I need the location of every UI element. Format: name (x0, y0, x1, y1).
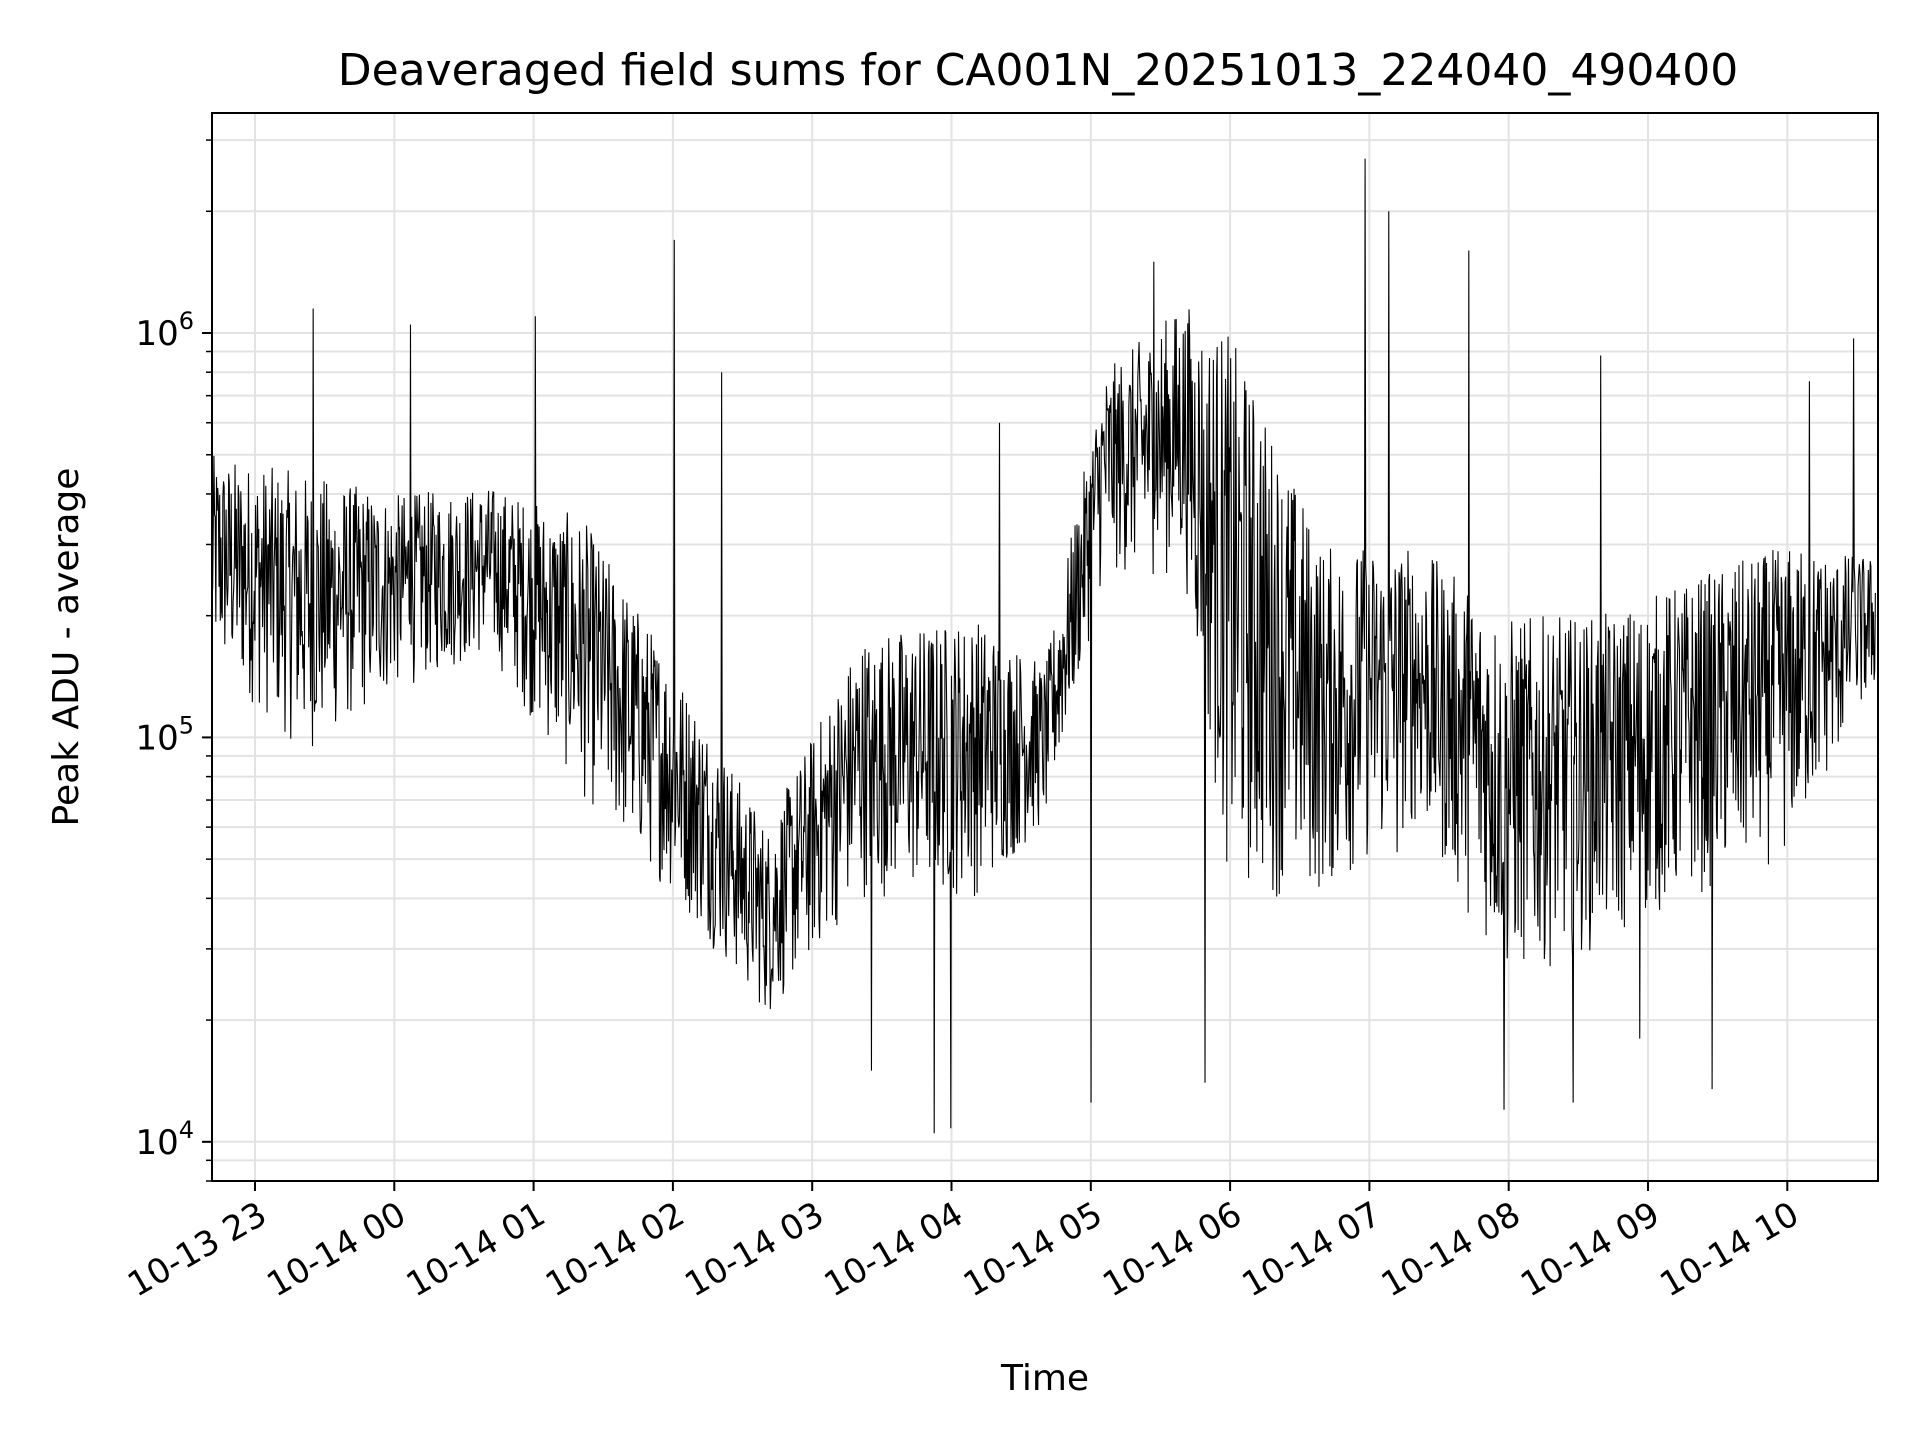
plot-area (212, 158, 1877, 1134)
y-axis-label: Peak ADU - average (46, 468, 87, 827)
y-tick-label: 106 (135, 307, 194, 354)
y-tick-label: 104 (135, 1116, 194, 1163)
chart-title: Deaveraged field sums for CA001N_2025101… (338, 45, 1739, 96)
x-axis-label: Time (1000, 1358, 1089, 1399)
plot-frame (211, 112, 1879, 1182)
y-axis: 104 105 106 (135, 139, 212, 1182)
y-tick-label: 105 (135, 711, 194, 758)
series-trace (212, 158, 1877, 1134)
series-line (212, 158, 1877, 1134)
